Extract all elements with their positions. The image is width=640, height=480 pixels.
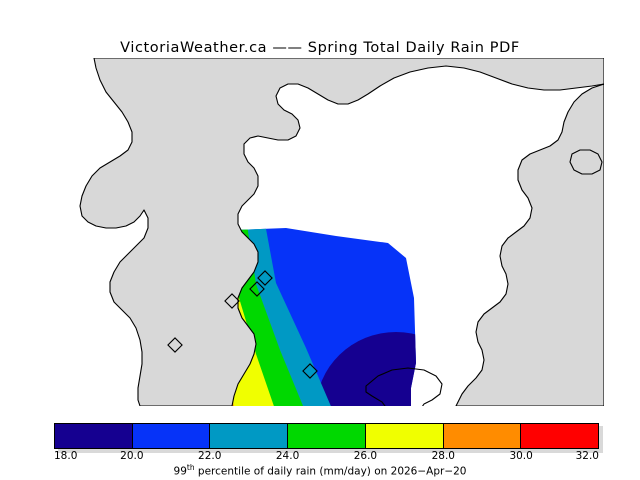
colorbar-bands xyxy=(54,423,599,449)
land-polygons xyxy=(79,58,604,406)
colorbar-band-30.0-32.0 xyxy=(521,424,599,448)
geography xyxy=(36,58,604,406)
caption-prefix: 99 xyxy=(173,465,187,478)
colorbar-tick-20.0: 20.0 xyxy=(120,450,144,462)
station-marker xyxy=(302,363,318,379)
colorbar-tick-30.0: 30.0 xyxy=(509,450,533,462)
station-marker xyxy=(249,281,265,297)
colorbar-band-24.0-26.0 xyxy=(288,424,366,448)
station-marker xyxy=(257,270,273,286)
colorbar-band-22.0-24.0 xyxy=(210,424,289,448)
island-large-east xyxy=(365,367,443,406)
colorbar-band-20.0-22.0 xyxy=(132,424,211,448)
station-marker xyxy=(167,337,183,353)
colorbar-band-26.0-28.0 xyxy=(365,424,444,448)
rainfall-contour-map xyxy=(36,58,604,406)
colorbar-tick-22.0: 22.0 xyxy=(198,450,222,462)
colorbar-tick-26.0: 26.0 xyxy=(353,450,378,462)
colorbar-band-18.0-20.0 xyxy=(55,424,133,448)
page-title: VictoriaWeather.ca —— Spring Total Daily… xyxy=(120,40,520,56)
colorbar-tick-32.0: 32.0 xyxy=(575,450,599,462)
station-markers xyxy=(167,270,318,379)
colorbar-caption: 99th percentile of daily rain (mm/day) o… xyxy=(36,463,604,478)
colorbar-tick-28.0: 28.0 xyxy=(431,450,455,462)
island-northeast xyxy=(569,149,603,175)
colorbar-tick-labels: 18.0 20.0 22.0 24.0 26.0 28.0 30.0 32.0 xyxy=(36,450,604,463)
colorbar-band-28.0-30.0 xyxy=(443,424,522,448)
caption-rest: percentile of daily rain (mm/day) on 202… xyxy=(194,465,467,478)
station-marker xyxy=(224,293,240,309)
colorbar-tick-18.0: 18.0 xyxy=(54,450,78,462)
colorbar: 18.0 20.0 22.0 24.0 26.0 28.0 30.0 32.0 99th pe… xyxy=(36,421,604,478)
band-fill-18-20 xyxy=(316,332,416,406)
caption-superscript: th xyxy=(186,463,195,472)
coastal-strip-east xyxy=(455,83,604,406)
map-panel xyxy=(36,58,604,406)
islands-in-field xyxy=(365,367,443,406)
continent-main xyxy=(79,58,604,406)
colorbar-tick-24.0: 24.0 xyxy=(275,450,300,462)
